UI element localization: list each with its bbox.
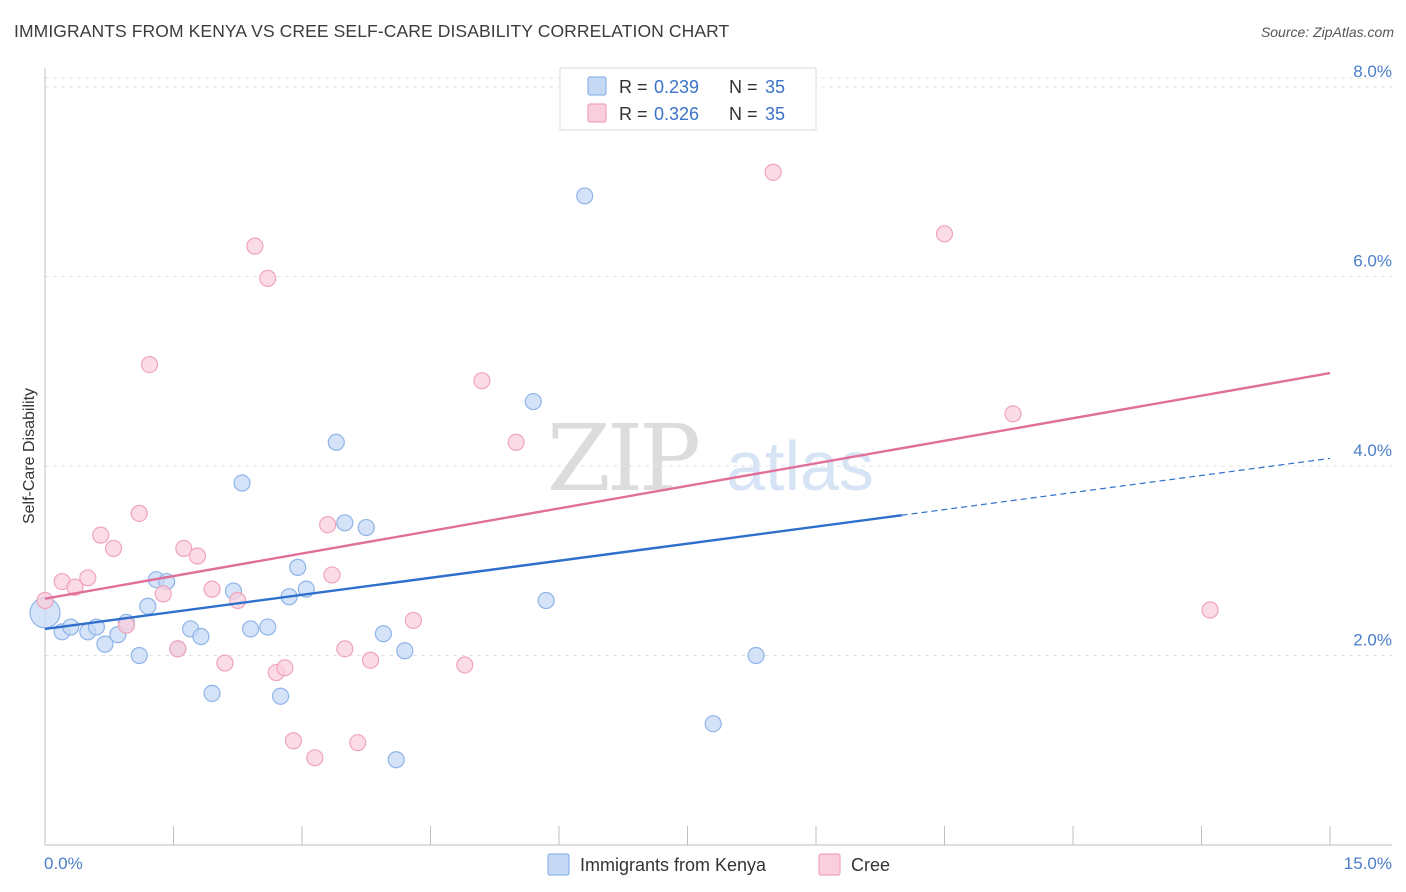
legend-swatch-kenya xyxy=(587,76,607,96)
kenya-point-15 xyxy=(203,684,221,702)
legend: R = 0.239 N = 35 R = 0.326 N = 35 xyxy=(559,67,817,131)
kenya-point-18 xyxy=(242,620,260,638)
cree-point-26 xyxy=(361,651,380,669)
kenya-point-22 xyxy=(289,558,307,576)
y-axis-label: Self-Care Disability xyxy=(21,388,38,524)
kenya-point-9 xyxy=(139,597,157,615)
kenya-point-8 xyxy=(130,646,148,665)
cree-point-30 xyxy=(507,433,525,451)
kenya-point-25 xyxy=(336,514,354,532)
y-tick-label-1: 4.0% xyxy=(1353,441,1392,460)
legend-r-value-cree: 0.326 xyxy=(654,104,699,124)
cree-point-22 xyxy=(319,516,337,534)
kenya-point-28 xyxy=(387,751,405,769)
y-tick-labels: 2.0% 4.0% 6.0% 8.0% xyxy=(1353,62,1392,650)
bottom-legend-swatch-kenya xyxy=(547,853,570,876)
y-tick-label-0: 2.0% xyxy=(1353,630,1392,649)
x-ticks xyxy=(44,826,1331,845)
cree-point-11 xyxy=(175,539,193,558)
cree-point-28 xyxy=(456,656,474,674)
legend-r-label-cree: R = xyxy=(619,104,648,124)
gridlines xyxy=(45,77,1392,656)
trend-lines xyxy=(44,371,1331,631)
kenya-point-27 xyxy=(374,625,392,643)
watermark-zip: ZIP xyxy=(547,405,698,512)
legend-swatch-cree xyxy=(587,103,607,123)
bottom-legend-label-cree: Cree xyxy=(851,855,890,875)
cree-point-15 xyxy=(229,591,247,610)
cree-point-21 xyxy=(306,749,324,767)
cree-point-32 xyxy=(935,225,954,243)
kenya-point-32 xyxy=(576,187,594,205)
cree-point-12 xyxy=(188,547,207,565)
cree-point-13 xyxy=(203,580,221,598)
legend-n-label-kenya: N = xyxy=(729,77,758,97)
cree-point-29 xyxy=(473,372,491,390)
legend-n-value-kenya: 35 xyxy=(765,77,785,97)
source-label: Source: ZipAtlas.com xyxy=(1260,24,1394,40)
legend-n-value-cree: 35 xyxy=(765,104,785,124)
bottom-legend-swatch-cree xyxy=(818,853,841,876)
cree-point-9 xyxy=(154,585,172,603)
x-tick-label-min: 0.0% xyxy=(44,854,83,873)
cree-point-2 xyxy=(66,578,84,596)
bottom-legend-label-kenya: Immigrants from Kenya xyxy=(580,855,767,875)
kenya-point-5 xyxy=(96,635,114,653)
kenya-trend-line-extension xyxy=(901,457,1331,516)
kenya-point-26 xyxy=(357,518,375,537)
cree-point-10 xyxy=(169,640,187,658)
kenya-point-30 xyxy=(524,392,542,411)
cree-trend-line xyxy=(44,371,1331,600)
kenya-point-14 xyxy=(192,627,210,646)
cree-point-17 xyxy=(259,269,277,287)
data-points xyxy=(29,163,1219,769)
cree-point-33 xyxy=(1004,405,1022,423)
axes xyxy=(44,68,1392,846)
legend-n-label-cree: N = xyxy=(729,104,758,124)
kenya-point-19 xyxy=(259,618,277,636)
cree-point-7 xyxy=(130,504,148,522)
kenya-trend-line xyxy=(44,514,902,631)
cree-point-4 xyxy=(92,526,110,544)
cree-point-3 xyxy=(79,569,97,587)
legend-r-value-kenya: 0.239 xyxy=(654,77,699,97)
cree-point-34 xyxy=(1201,601,1219,619)
cree-point-24 xyxy=(336,640,354,658)
kenya-point-29 xyxy=(396,642,414,660)
kenya-point-20 xyxy=(271,687,290,705)
cree-point-16 xyxy=(246,237,264,255)
kenya-point-24 xyxy=(327,433,345,451)
cree-point-8 xyxy=(140,355,159,374)
chart-title: IMMIGRANTS FROM KENYA VS CREE SELF-CARE … xyxy=(14,21,730,41)
cree-point-27 xyxy=(404,611,422,630)
y-tick-label-3: 8.0% xyxy=(1353,62,1392,81)
cree-point-14 xyxy=(216,654,234,672)
kenya-point-31 xyxy=(537,591,555,610)
kenya-point-34 xyxy=(747,646,765,665)
cree-point-31 xyxy=(764,163,782,181)
cree-point-20 xyxy=(284,732,303,750)
cree-point-23 xyxy=(323,566,341,584)
cree-point-19 xyxy=(276,659,294,677)
cree-point-0 xyxy=(36,591,54,610)
legend-r-label-kenya: R = xyxy=(619,77,648,97)
bottom-legend: Immigrants from Kenya Cree xyxy=(547,853,890,876)
y-tick-label-2: 6.0% xyxy=(1353,251,1392,270)
x-tick-label-max: 15.0% xyxy=(1344,854,1392,873)
kenya-point-33 xyxy=(704,715,722,733)
cree-point-25 xyxy=(349,734,367,752)
kenya-point-17 xyxy=(233,474,251,492)
cree-point-5 xyxy=(104,539,123,558)
